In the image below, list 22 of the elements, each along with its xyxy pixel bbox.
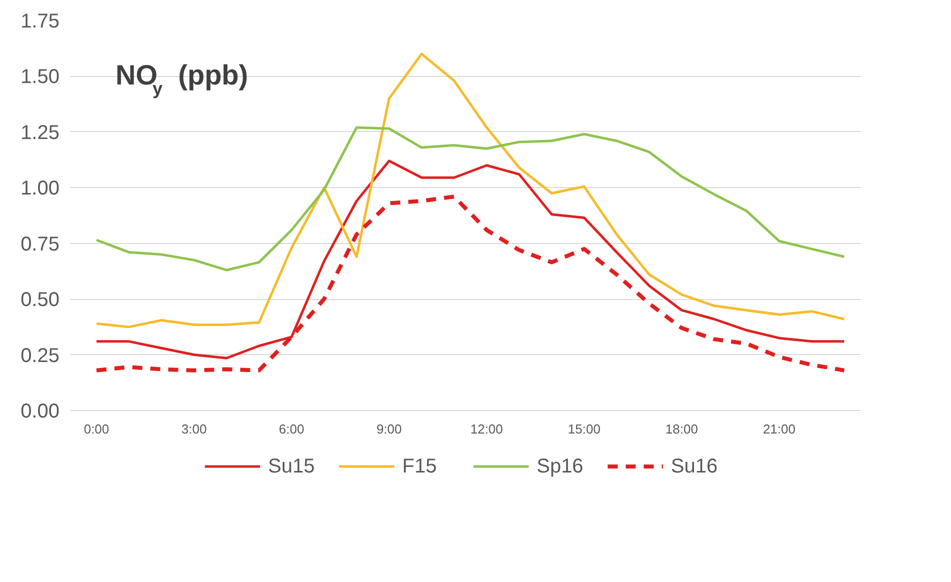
x-tick-label: 21:00	[762, 422, 796, 436]
legend-label: Su16	[670, 456, 718, 478]
y-tick-label: 0.50	[20, 289, 60, 312]
x-tick-label: 6:00	[278, 422, 304, 436]
y-tick-label: 0.75	[20, 233, 60, 256]
y-tick-label: 1.50	[20, 66, 60, 88]
x-tick-label: 0:00	[84, 422, 110, 436]
x-tick-label: 15:00	[568, 422, 600, 436]
line-series	[95, 126, 846, 272]
legend-label: Su15	[268, 456, 315, 478]
y-tick-label: 1.25	[20, 122, 60, 144]
x-tick-label: 3:00	[181, 422, 207, 436]
y-tick-label: 1.75	[20, 10, 60, 32]
y-tick-label: 0.25	[20, 344, 60, 367]
x-tick-label: 18:00	[665, 422, 698, 436]
line-series	[95, 52, 846, 328]
legend-label: F15	[402, 456, 437, 478]
y-tick-label: 1.00	[20, 178, 60, 200]
x-tick-label: 12:00	[470, 422, 503, 436]
legend-label: Sp16	[536, 456, 584, 478]
x-tick-label: 9:00	[376, 422, 402, 436]
y-tick-label: 0.00	[20, 400, 60, 422]
